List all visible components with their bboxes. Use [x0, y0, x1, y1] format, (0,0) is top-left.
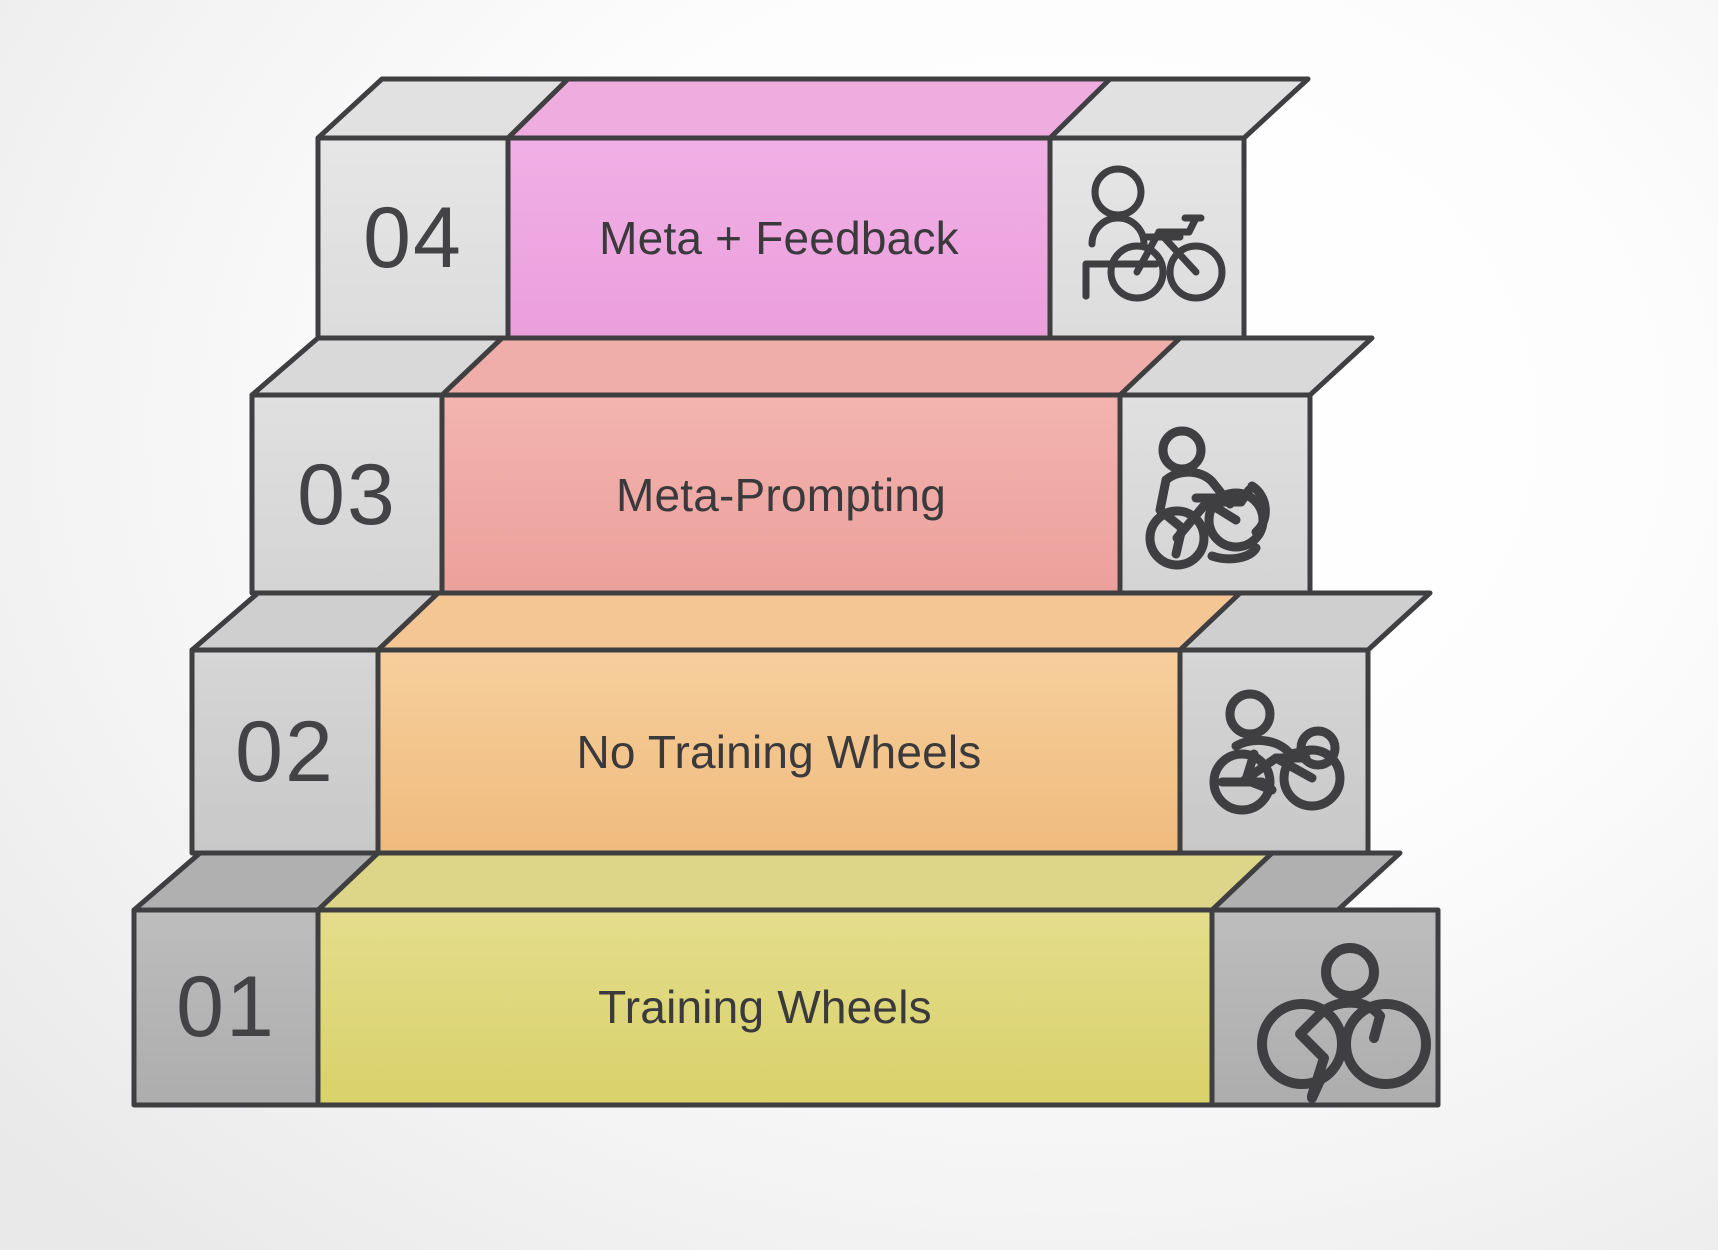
tier-01-color-top — [315, 850, 1275, 913]
tier-03-left-front — [249, 392, 445, 596]
cyclist-leaning-icon — [1209, 689, 1345, 815]
tier-02-color-top — [375, 590, 1243, 653]
cyclist-upright-icon — [1257, 943, 1431, 1103]
tier-04-group — [315, 76, 1311, 341]
tier-04-color-top — [505, 76, 1113, 141]
tier-04-left-front — [315, 135, 511, 341]
tier-01-color-front — [315, 907, 1215, 1108]
tier-01-group — [131, 850, 1441, 1108]
tier-02-color-front — [375, 647, 1183, 856]
tier-01-left-front — [131, 907, 321, 1108]
tier-04-color-front — [505, 135, 1053, 341]
tier-02-right-front — [1177, 647, 1371, 856]
person-teaching-bicycle-icon — [1082, 165, 1226, 302]
tier-03-color-front — [439, 392, 1123, 596]
tier-03-color-top — [439, 335, 1183, 398]
cyclist-speeding-icon — [1145, 426, 1270, 570]
tier-03-group — [249, 335, 1375, 596]
tier-02-left-front — [189, 647, 381, 856]
